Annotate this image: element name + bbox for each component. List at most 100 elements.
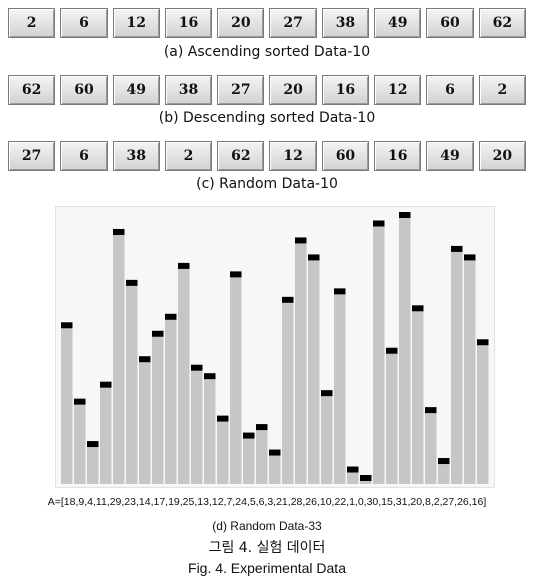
array-values-text: A=[18,9,4,11,29,23,14,17,19,25,13,12,7,2… bbox=[47, 496, 487, 508]
data-cell: 49 bbox=[374, 8, 422, 38]
data-bar bbox=[308, 260, 320, 484]
data-bar bbox=[334, 294, 346, 484]
data-cell: 2 bbox=[164, 141, 213, 171]
data-bar bbox=[412, 311, 424, 484]
bar-top-marker bbox=[282, 296, 294, 303]
bar-top-marker bbox=[412, 305, 424, 312]
data-bar bbox=[230, 277, 242, 484]
bar-top-marker bbox=[204, 373, 216, 380]
data-cell: 38 bbox=[164, 75, 213, 105]
data-bar bbox=[152, 336, 164, 484]
bar-top-marker bbox=[269, 449, 281, 456]
bar-top-marker bbox=[438, 458, 450, 465]
bar-top-marker bbox=[347, 466, 359, 473]
data-cell: 6 bbox=[60, 141, 108, 171]
bar-top-marker bbox=[360, 475, 372, 481]
data-bar bbox=[295, 243, 307, 484]
data-cell: 60 bbox=[60, 75, 108, 105]
bar-top-marker bbox=[451, 245, 463, 252]
bar-top-marker bbox=[334, 288, 346, 295]
descending-data-row: 62 60 49 38 27 20 16 12 6 2 bbox=[8, 75, 526, 105]
data-bar bbox=[451, 251, 463, 484]
data-bar bbox=[191, 370, 203, 484]
bar-top-marker bbox=[113, 228, 125, 235]
data-bar bbox=[464, 260, 476, 484]
bar-top-marker bbox=[477, 339, 489, 346]
data-cell: 16 bbox=[164, 8, 213, 38]
data-cell: 20 bbox=[217, 8, 265, 38]
bar-top-marker bbox=[74, 398, 86, 405]
data-bar bbox=[87, 447, 99, 484]
data-bar bbox=[217, 421, 229, 484]
data-cell: 16 bbox=[374, 141, 422, 171]
bar-top-marker bbox=[230, 271, 242, 278]
data-bar bbox=[61, 328, 73, 484]
random10-caption: (c) Random Data-10 bbox=[196, 176, 338, 192]
bar-top-marker bbox=[61, 322, 73, 329]
bar-top-marker bbox=[386, 347, 398, 354]
data-bar bbox=[165, 319, 177, 484]
data-bar bbox=[178, 268, 190, 484]
data-bar bbox=[113, 234, 125, 484]
data-cell: 2 bbox=[8, 8, 56, 38]
data-bar bbox=[282, 302, 294, 484]
data-cell: 27 bbox=[8, 141, 56, 171]
data-cell: 62 bbox=[217, 141, 265, 171]
data-bar bbox=[477, 345, 489, 484]
bar-top-marker bbox=[126, 279, 138, 286]
ascending-data-row: 2 6 12 16 20 27 38 49 60 62 bbox=[8, 8, 526, 38]
bar-top-marker bbox=[399, 212, 411, 218]
data-cell: 20 bbox=[478, 141, 526, 171]
data-cell: 49 bbox=[426, 141, 474, 171]
data-bar bbox=[126, 285, 138, 484]
data-bar bbox=[204, 379, 216, 484]
data-cell: 38 bbox=[112, 141, 160, 171]
data-bar bbox=[269, 455, 281, 484]
bar-top-marker bbox=[373, 220, 385, 227]
bar-top-marker bbox=[425, 407, 437, 414]
data-bar bbox=[399, 218, 411, 484]
bar-top-marker bbox=[295, 237, 307, 244]
bar-top-marker bbox=[464, 254, 476, 261]
bar-top-marker bbox=[100, 381, 112, 388]
bar-top-marker bbox=[191, 364, 203, 371]
bar-chart bbox=[61, 212, 489, 484]
ascending-caption: (a) Ascending sorted Data-10 bbox=[163, 44, 371, 60]
data-bar bbox=[100, 387, 112, 484]
data-bar bbox=[386, 353, 398, 484]
data-bar bbox=[74, 404, 86, 484]
data-cell: 20 bbox=[269, 75, 317, 105]
data-bar bbox=[347, 472, 359, 484]
data-cell: 6 bbox=[60, 8, 108, 38]
data-cell: 27 bbox=[269, 8, 317, 38]
data-cell: 12 bbox=[269, 141, 317, 171]
descending-caption: (b) Descending sorted Data-10 bbox=[158, 110, 376, 126]
data-cell: 6 bbox=[426, 75, 474, 105]
random10-data-row: 27 6 38 2 62 12 60 16 49 20 bbox=[8, 141, 526, 171]
data-cell: 16 bbox=[321, 75, 370, 105]
data-bar bbox=[321, 396, 333, 484]
data-bar bbox=[256, 430, 268, 484]
data-bar bbox=[373, 226, 385, 484]
random33-caption: (d) Random Data-33 bbox=[212, 519, 322, 533]
bar-top-marker bbox=[178, 262, 190, 269]
data-bar bbox=[360, 481, 372, 484]
figure-title-korean: 그림 4. 실험 데이터 bbox=[208, 540, 326, 556]
bar-top-marker bbox=[165, 313, 177, 320]
data-bar bbox=[243, 438, 255, 484]
data-bar bbox=[425, 413, 437, 484]
data-cell: 49 bbox=[112, 75, 160, 105]
data-cell: 62 bbox=[8, 75, 56, 105]
data-bar bbox=[438, 464, 450, 484]
bar-top-marker bbox=[217, 415, 229, 422]
data-cell: 2 bbox=[478, 75, 526, 105]
bar-top-marker bbox=[87, 441, 99, 448]
data-cell: 12 bbox=[374, 75, 422, 105]
data-cell: 12 bbox=[112, 8, 160, 38]
bar-top-marker bbox=[139, 356, 151, 363]
bar-top-marker bbox=[256, 424, 268, 431]
bar-top-marker bbox=[308, 254, 320, 261]
figure-title-english: Fig. 4. Experimental Data bbox=[188, 560, 346, 576]
data-cell: 60 bbox=[426, 8, 474, 38]
bar-top-marker bbox=[243, 432, 255, 439]
